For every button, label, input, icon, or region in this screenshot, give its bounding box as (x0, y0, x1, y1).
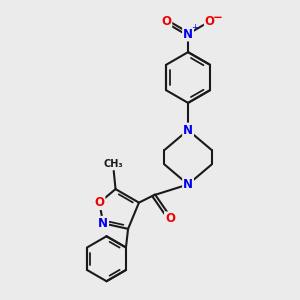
Text: O: O (205, 15, 215, 28)
Text: O: O (165, 212, 175, 225)
Text: O: O (94, 196, 104, 209)
Text: −: − (213, 11, 223, 24)
Text: N: N (98, 217, 108, 230)
Text: +: + (191, 23, 198, 32)
Text: O: O (161, 15, 171, 28)
Text: N: N (183, 178, 193, 191)
Text: N: N (183, 28, 193, 40)
Text: CH₃: CH₃ (104, 159, 124, 169)
Text: N: N (183, 124, 193, 136)
